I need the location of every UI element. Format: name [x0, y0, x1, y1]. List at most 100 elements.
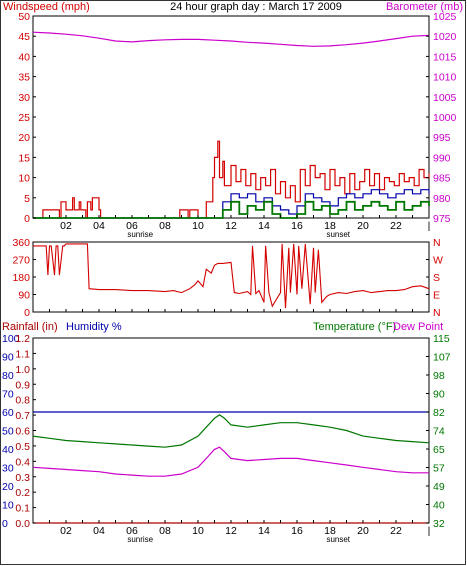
x-tick-label-top: 04 — [93, 220, 105, 232]
x-tick-label-top: 16 — [291, 220, 303, 232]
compass-tick-label: N — [433, 307, 441, 319]
windspeed-tick-label: 5 — [24, 193, 30, 205]
compass-tick-label: S — [433, 272, 440, 284]
panel-top-box — [32, 15, 430, 219]
x-tick-label-bottom: 14 — [258, 525, 270, 537]
x-tick-label-bottom: 06 — [126, 525, 138, 537]
dewpoint-axis-label: Dew Point — [393, 321, 443, 333]
rainfall-tick-label: 0.2 — [15, 487, 30, 499]
x-tick-label-bottom: 08 — [159, 525, 171, 537]
gust-line — [33, 140, 430, 219]
rainfall-tick-label: 0.4 — [15, 456, 30, 468]
temperature-line — [32, 414, 430, 448]
direction-tick-label: 0 — [24, 307, 30, 319]
x-tick-label-bottom: 18 — [324, 525, 336, 537]
barometer-tick-label: 1020 — [433, 31, 457, 43]
windspeed-axis-label: Windspeed (mph) — [3, 1, 90, 13]
x-tick-label-bottom: | — [428, 525, 431, 537]
humidity-tick-label: 80 — [2, 370, 14, 382]
windspeed-tick-label: 30 — [18, 92, 30, 104]
x-tick-label-bottom: 12 — [225, 525, 237, 537]
x-tick-label-top: 10 — [192, 220, 204, 232]
rainfall-tick-label: 0.3 — [15, 472, 30, 484]
barometer-tick-label: 1025 — [433, 11, 457, 23]
wind-direction-line — [33, 243, 430, 309]
humidity-tick-label: 40 — [2, 444, 14, 456]
barometer-axis-label: Barometer (mb) — [386, 1, 463, 13]
barometer-tick-label: 1015 — [433, 51, 457, 63]
x-tick-label-bottom: 20 — [357, 525, 369, 537]
rainfall-tick-label: 1.1 — [15, 348, 30, 360]
x-tick-label-top: 14 — [258, 220, 270, 232]
graph-title: 24 hour graph day : March 17 2009 — [170, 1, 342, 13]
barometer-line — [32, 31, 430, 47]
temperature-tick-label: 107 — [433, 352, 451, 364]
humidity-tick-label: 60 — [2, 407, 14, 419]
sunrise-label-bottom: sunrise — [127, 535, 153, 544]
temperature-tick-label: 57 — [433, 463, 445, 475]
rainfall-tick-label: 0.6 — [15, 426, 30, 438]
windspeed-tick-label: 35 — [18, 72, 30, 84]
barometer-tick-label: 990 — [433, 152, 451, 164]
x-tick-label-top: 18 — [324, 220, 336, 232]
x-tick-label-top: 20 — [357, 220, 369, 232]
barometer-tick-label: 1005 — [433, 92, 457, 104]
barometer-tick-label: 1000 — [433, 112, 457, 124]
direction-tick-label: 90 — [18, 290, 30, 302]
windspeed-tick-label: 45 — [18, 31, 30, 43]
humidity-tick-label: 30 — [2, 463, 14, 475]
sunset-label-top: sunset — [326, 230, 350, 239]
rainfall-tick-label: 0.1 — [15, 503, 30, 515]
direction-tick-label: 180 — [12, 272, 30, 284]
x-tick-label-top: 22 — [390, 220, 402, 232]
windspeed-tick-label: 50 — [18, 11, 30, 23]
temperature-tick-label: 98 — [433, 370, 445, 382]
temperature-axis-label: Temperature (°F) — [313, 321, 396, 333]
temperature-tick-label: 90 — [433, 389, 445, 401]
rainfall-tick-label: 1.2 — [15, 333, 30, 345]
rainfall-tick-label: 1.0 — [15, 364, 30, 376]
x-tick-label-bottom: 16 — [291, 525, 303, 537]
rainfall-tick-label: 0.7 — [15, 410, 30, 422]
rainfall-tick-label: 0.5 — [15, 441, 30, 453]
temperature-tick-label: 65 — [433, 444, 445, 456]
rainfall-axis-label: Rainfall (in) — [2, 321, 58, 333]
humidity-tick-label: 50 — [2, 426, 14, 438]
x-tick-label-bottom: 04 — [93, 525, 105, 537]
barometer-tick-label: 975 — [433, 213, 451, 225]
temperature-tick-label: 49 — [433, 481, 445, 493]
barometer-tick-label: 995 — [433, 132, 451, 144]
barometer-tick-label: 1010 — [433, 72, 457, 84]
humidity-tick-label: 10 — [2, 500, 14, 512]
humidity-tick-label: 20 — [2, 481, 14, 493]
rainfall-tick-label: 0.8 — [15, 395, 30, 407]
x-tick-label-top: 08 — [159, 220, 171, 232]
sunrise-label-top: sunrise — [127, 230, 153, 239]
windspeed-tick-label: 10 — [18, 173, 30, 185]
barometer-tick-label: 980 — [433, 193, 451, 205]
rainfall-tick-label: 0.0 — [15, 518, 30, 530]
x-tick-label-bottom: 10 — [192, 525, 204, 537]
compass-tick-label: N — [433, 237, 441, 249]
x-tick-label-top: | — [428, 220, 431, 232]
compass-tick-label: W — [433, 255, 443, 267]
humidity-tick-label: 90 — [2, 352, 14, 364]
panel-mid-box — [32, 241, 430, 313]
temperature-tick-label: 40 — [433, 500, 445, 512]
direction-tick-label: 270 — [12, 255, 30, 267]
average-wind-line — [33, 189, 430, 219]
temperature-tick-label: 74 — [433, 426, 445, 438]
x-tick-label-bottom: 02 — [60, 525, 72, 537]
x-tick-label-top: 06 — [126, 220, 138, 232]
windspeed-tick-label: 40 — [18, 51, 30, 63]
x-tick-label-top: 02 — [60, 220, 72, 232]
barometer-tick-label: 985 — [433, 173, 451, 185]
direction-tick-label: 360 — [12, 237, 30, 249]
humidity-axis-label: Humidity % — [66, 321, 122, 333]
humidity-tick-label: 70 — [2, 389, 14, 401]
compass-tick-label: E — [433, 290, 440, 302]
rainfall-tick-label: 0.9 — [15, 379, 30, 391]
panel-bot-box — [32, 337, 430, 524]
